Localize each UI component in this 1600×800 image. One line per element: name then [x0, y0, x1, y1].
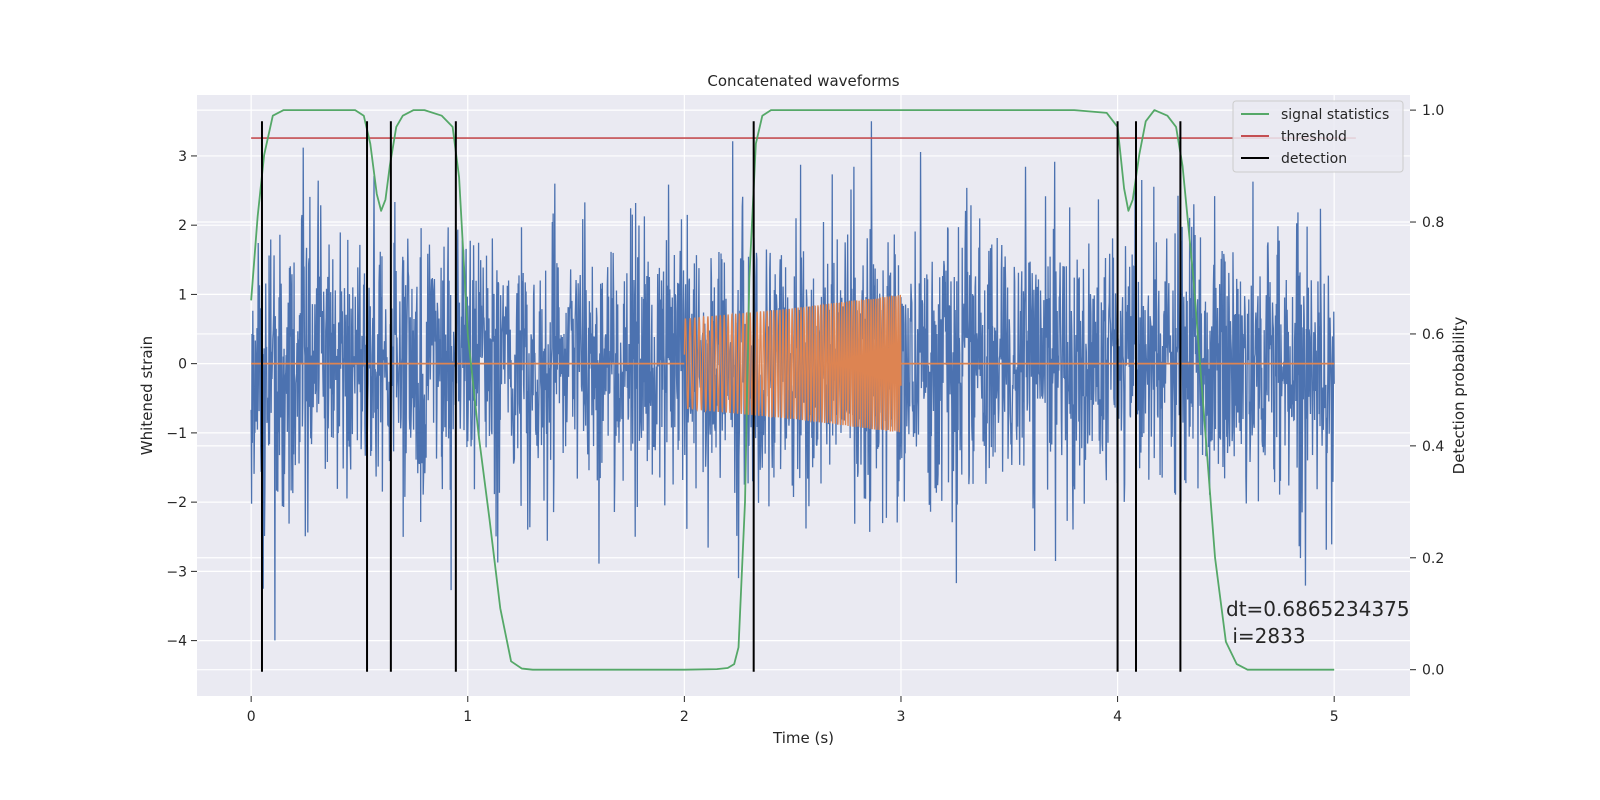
y-right-tick-label: 0.0 — [1422, 663, 1444, 679]
annotation-dt: dt=0.6865234375 — [1226, 597, 1410, 621]
y-right-tick-label: 0.2 — [1422, 551, 1444, 567]
legend-box — [1232, 100, 1404, 173]
legend-entry-signal-statistics: signal statistics — [1281, 107, 1389, 123]
signal-statistics-series — [250, 109, 1335, 671]
y-tick-label: −2 — [166, 495, 187, 511]
y-axis-label: Whitened strain — [138, 336, 156, 455]
axis-ticks: 0 1 2 3 4 5 −4 −3 −2 −1 0 1 2 3 0.0 0.2 0.4 0.6 0.8 1.0 — [166, 103, 1444, 725]
y-tick-label: 2 — [178, 218, 187, 234]
x-tick-label: 4 — [1113, 709, 1122, 725]
y-tick-label: 3 — [178, 149, 187, 165]
legend: signal statistics threshold detection — [1232, 100, 1404, 173]
legend-entry-threshold: threshold — [1281, 129, 1347, 145]
x-tick-label: 3 — [897, 709, 906, 725]
x-tick-label: 1 — [463, 709, 472, 725]
y-right-tick-label: 0.4 — [1422, 439, 1444, 455]
y-tick-label: −4 — [166, 634, 187, 650]
y-tick-label: 0 — [178, 357, 187, 373]
y-tick-label: 1 — [178, 287, 187, 303]
y-right-tick-label: 0.8 — [1422, 215, 1444, 231]
y-tick-label: −1 — [166, 426, 187, 442]
annotation-index: i=2833 — [1226, 624, 1306, 648]
y-axis-right-label: Detection probability — [1450, 317, 1468, 475]
noise-series — [250, 121, 1335, 641]
injected-chirp — [683, 294, 902, 433]
x-tick-label: 2 — [680, 709, 689, 725]
detection-series — [260, 121, 1182, 672]
legend-entry-detection: detection — [1281, 151, 1347, 167]
y-right-tick-label: 0.6 — [1422, 327, 1444, 343]
x-tick-label: 5 — [1330, 709, 1339, 725]
x-axis-label: Time (s) — [772, 729, 834, 747]
y-tick-label: −3 — [166, 564, 187, 580]
chart-title: Concatenated waveforms — [707, 72, 899, 90]
y-right-tick-label: 1.0 — [1422, 103, 1444, 119]
noise-line — [250, 121, 1335, 641]
signal-statistics-line — [250, 109, 1335, 671]
x-tick-label: 0 — [247, 709, 256, 725]
